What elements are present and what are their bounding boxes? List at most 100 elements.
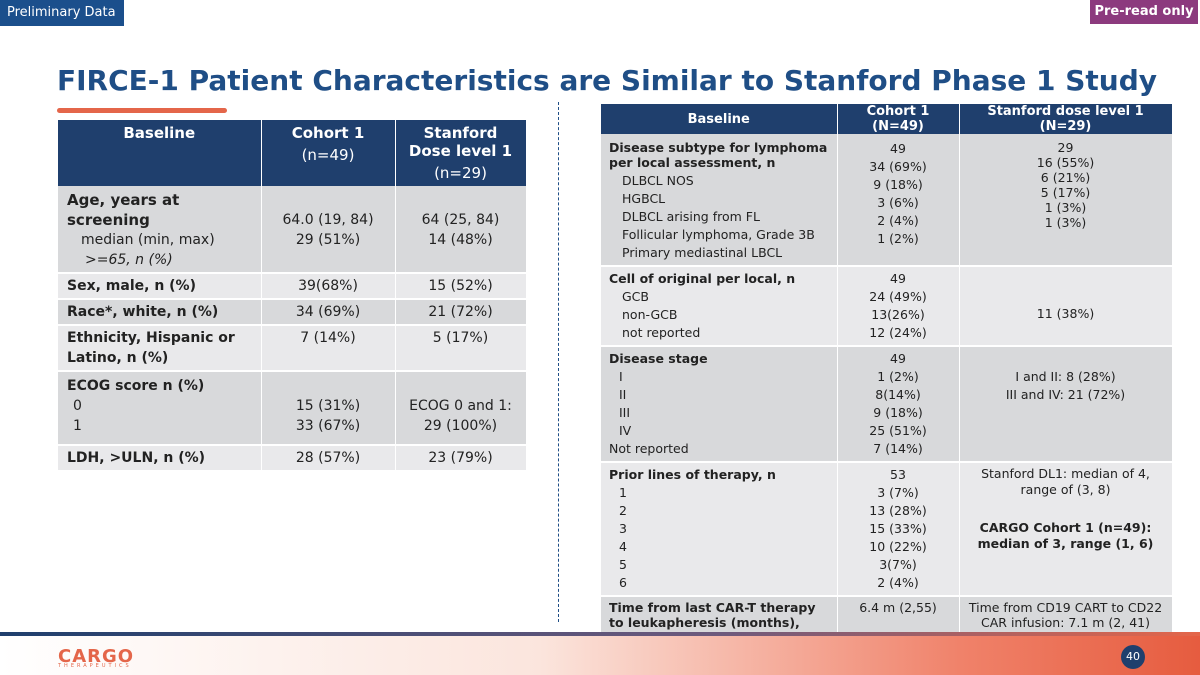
right-baseline-table: Baseline Cohort 1 (N=49) Stanford dose l… (601, 104, 1173, 650)
table-row-cell-of-origin: Cell of original per local, n GCB non-GC… (601, 266, 1173, 347)
table-row-race: Race*, white, n (%) 34 (69%) 21 (72%) (58, 299, 527, 326)
cargo-logo-subtitle: THERAPEUTICS (58, 663, 132, 669)
age-median-label: median (min, max) (81, 232, 215, 248)
stage-not-reported: Not reported (609, 441, 689, 456)
sex-cohort1: 39(68%) (261, 273, 396, 300)
stage-c1-value: 7 (14%) (873, 441, 923, 456)
cell-c1-value: 49 (890, 271, 906, 286)
subtype-c1-value: 3 (6%) (877, 195, 919, 210)
subtype-st-value: 6 (21%) (1040, 170, 1091, 185)
slide-title: FIRCE-1 Patient Characteristics are Simi… (57, 64, 1158, 97)
age-median-cohort1: 64.0 (19, 84) (282, 212, 374, 228)
ecog-label: ECOG score n (%) (67, 378, 205, 394)
age-65-label: >=65, n (%) (85, 252, 173, 268)
prior-label: Prior lines of therapy, n (609, 467, 776, 482)
dashed-divider (558, 102, 559, 622)
age-label: Age, years at screening (67, 191, 180, 229)
prior-c1-value: 10 (22%) (869, 539, 927, 554)
prior-item: 1 (619, 485, 627, 500)
stage-item: I (619, 369, 623, 384)
stage-item: III (619, 405, 631, 420)
age-median-stanford: 64 (25, 84) (421, 212, 500, 228)
prior-item: 2 (619, 503, 627, 518)
subtype-st-value: 1 (3%) (1044, 215, 1087, 230)
cell-item: not reported (622, 325, 701, 340)
ecog-stanford: ECOG 0 and 1: 29 (100%) (395, 371, 527, 446)
table-row-ecog: ECOG score n (%) 0 1 15 (31%) 33 (67%) E… (58, 371, 527, 446)
cell-item: non-GCB (622, 307, 678, 322)
subtype-item: DLBCL arising from FL (622, 209, 760, 224)
cell-c1-value: 13(26%) (871, 307, 925, 322)
sex-label: Sex, male, n (%) (58, 273, 262, 300)
ethnicity-label: Ethnicity, Hispanic or Latino, n (%) (58, 325, 262, 372)
prior-item: 6 (619, 575, 627, 590)
left-header-stanford-title: Stanford Dose level 1 (408, 124, 513, 160)
race-cohort1: 34 (69%) (261, 299, 396, 326)
table-row-age: Age, years at screening median (min, max… (58, 186, 527, 274)
cell-c1-value: 24 (49%) (869, 289, 927, 304)
subtype-c1-value: 1 (2%) (877, 231, 919, 246)
stage-label: Disease stage (609, 351, 708, 366)
prior-c1-value: 2 (4%) (877, 575, 919, 590)
table-row-disease-subtype: Disease subtype for lymphoma per local a… (601, 134, 1173, 267)
subtype-st-value: 1 (3%) (1044, 200, 1087, 215)
prior-c1-value: 53 (890, 467, 906, 482)
stage-st-value: III and IV: 21 (72%) (1005, 387, 1126, 402)
race-stanford: 21 (72%) (395, 299, 527, 326)
prior-c1-value: 3 (7%) (877, 485, 919, 500)
subtype-item: Primary mediastinal LBCL (622, 245, 783, 260)
title-underline (57, 108, 227, 113)
preliminary-data-tag: Preliminary Data (0, 0, 124, 26)
left-characteristics-table: Baseline Cohort 1 (n=49) Stanford Dose l… (58, 120, 527, 472)
ldh-stanford: 23 (79%) (395, 445, 527, 472)
ecog-1-label: 1 (73, 418, 82, 434)
subtype-st-value: 16 (55%) (1036, 155, 1095, 170)
left-header-baseline: Baseline (58, 120, 262, 186)
cell-st-value: 11 (38%) (959, 266, 1173, 347)
subtype-item: DLBCL NOS (622, 173, 694, 188)
prior-item: 4 (619, 539, 627, 554)
cell-c1-value: 12 (24%) (869, 325, 927, 340)
stage-item: II (619, 387, 627, 402)
pre-read-only-tag: Pre-read only (1090, 0, 1198, 24)
left-header-stanford-n: (n=29) (434, 164, 487, 182)
stage-st-value: I and II: 8 (28%) (1015, 369, 1116, 384)
ldh-label: LDH, >ULN, n (%) (58, 445, 262, 472)
subtype-st-value: 5 (17%) (1040, 185, 1091, 200)
prior-st-cargo: CARGO Cohort 1 (n=49): median of 3, rang… (977, 520, 1154, 551)
footer-divider (0, 632, 1200, 636)
age-65-stanford: 14 (48%) (428, 232, 493, 248)
ecog-1-cohort1: 33 (67%) (295, 418, 361, 434)
subtype-c1-value: 9 (18%) (873, 177, 923, 192)
right-table-header: Baseline Cohort 1 (N=49) Stanford dose l… (601, 104, 1173, 134)
subtype-label: Disease subtype for lymphoma per local a… (609, 140, 828, 170)
prior-c1-value: 3(7%) (879, 557, 917, 572)
subtype-c1-value: 2 (4%) (877, 213, 919, 228)
left-header-stanford: Stanford Dose level 1 (n=29) (395, 120, 527, 186)
cell-item: GCB (622, 289, 649, 304)
prior-item: 5 (619, 557, 627, 572)
subtype-item: HGBCL (622, 191, 666, 206)
ecog-0-label: 0 (73, 398, 82, 414)
footer-gradient (0, 636, 1200, 675)
page-number: 40 (1121, 645, 1145, 669)
subtype-c1-value: 49 (890, 141, 906, 156)
subtype-item: Follicular lymphoma, Grade 3B (622, 227, 815, 242)
stage-c1-value: 49 (890, 351, 906, 366)
ethnicity-cohort1: 7 (14%) (261, 325, 396, 372)
left-header-cohort1: Cohort 1 (n=49) (261, 120, 396, 186)
cell-label: Cell of original per local, n (609, 271, 796, 286)
right-header-stanford: Stanford dose level 1 (N=29) (959, 104, 1173, 134)
cargo-logo: CARGO (58, 646, 135, 667)
left-header-cohort1-n: (n=49) (301, 146, 355, 164)
prior-item: 3 (619, 521, 627, 536)
ecog-0-cohort1: 15 (31%) (295, 398, 361, 414)
table-row-ldh: LDH, >ULN, n (%) 28 (57%) 23 (79%) (58, 445, 527, 472)
stage-item: IV (619, 423, 632, 438)
ldh-cohort1: 28 (57%) (261, 445, 396, 472)
right-header-baseline: Baseline (601, 104, 838, 134)
table-row-sex: Sex, male, n (%) 39(68%) 15 (52%) (58, 273, 527, 300)
ethnicity-stanford: 5 (17%) (395, 325, 527, 372)
left-header-cohort1-title: Cohort 1 (291, 124, 365, 142)
right-header-cohort1: Cohort 1 (N=49) (837, 104, 960, 134)
